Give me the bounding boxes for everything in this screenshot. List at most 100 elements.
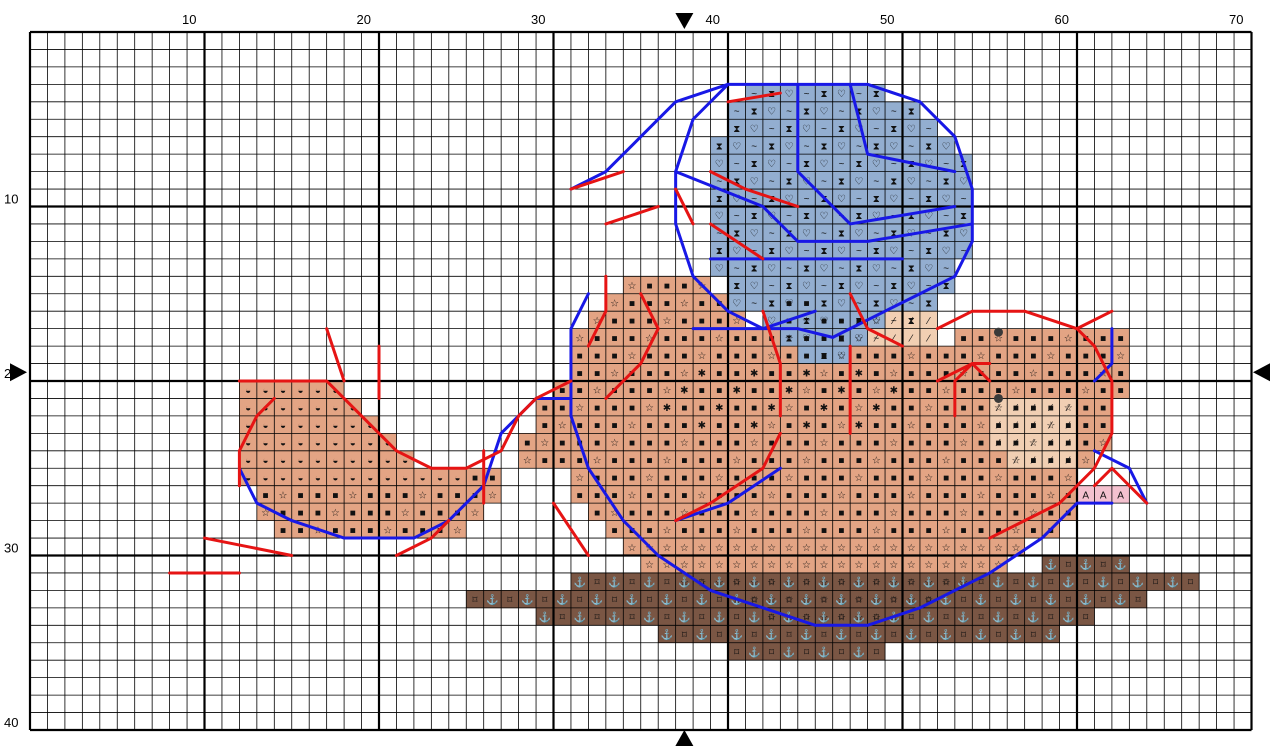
skin-cell <box>693 398 711 417</box>
skin-symbol: ☆ <box>785 333 794 344</box>
skin-cell <box>937 398 956 417</box>
blanket-cell <box>797 206 816 225</box>
snout-symbol: ⁄ <box>1030 456 1036 467</box>
ground-symbol: ⌑ <box>734 647 740 658</box>
blanket-symbol: ⧗ <box>925 194 932 205</box>
skin-cell <box>1042 468 1060 486</box>
skin-symbol: ■ <box>1100 333 1106 344</box>
skin-symbol: ■ <box>838 368 844 379</box>
skin-symbol: ■ <box>961 525 967 536</box>
skin-cell <box>850 503 868 521</box>
skin-cell <box>815 538 833 556</box>
ground-symbol: ⌑ <box>664 613 670 624</box>
ground-symbol: ⚓ <box>818 576 830 589</box>
skin-symbol: ☆ <box>540 438 549 449</box>
skin-symbol: ◒ <box>455 473 461 484</box>
skin-symbol: ☆ <box>837 543 846 554</box>
skin-symbol: ■ <box>315 508 321 519</box>
skin-symbol: ☆ <box>802 595 811 606</box>
skin-symbol: ■ <box>734 421 740 432</box>
blanket-symbol: ~ <box>786 211 792 222</box>
skin-symbol: ☆ <box>1116 351 1125 362</box>
skin-symbol: ◒ <box>385 456 391 467</box>
blanket-symbol: ⧗ <box>855 107 862 118</box>
ground-symbol: ⌑ <box>664 578 670 589</box>
skin-symbol: ■ <box>681 525 687 536</box>
snout-red <box>935 362 992 383</box>
skin-symbol: ☆ <box>715 543 724 554</box>
ground-symbol: ⚓ <box>626 593 638 606</box>
skin-cell <box>710 433 729 452</box>
skin-symbol: ■ <box>646 386 652 397</box>
skin-symbol: ■ <box>612 473 618 484</box>
skin-symbol: ■ <box>542 421 548 432</box>
skin-symbol: ☆ <box>924 543 933 554</box>
skin-cell <box>623 538 642 556</box>
skin-symbol: ■ <box>716 368 722 379</box>
skin-symbol: ☆ <box>802 578 811 589</box>
skin-symbol: ☆ <box>1081 456 1090 467</box>
skin-symbol: ■ <box>751 473 757 484</box>
skin-cell <box>954 415 973 434</box>
blanket-cell <box>850 171 868 190</box>
skin-cell <box>693 381 711 399</box>
ground-cell <box>919 572 938 591</box>
ground-symbol: ⚓ <box>992 611 1004 624</box>
skin-symbol: ■ <box>542 403 548 414</box>
skin-symbol: ■ <box>716 421 722 432</box>
skin-symbol: ■ <box>1083 368 1089 379</box>
skin-cell <box>553 381 572 399</box>
skin-symbol: ■ <box>943 473 949 484</box>
skin-cell <box>1094 415 1113 434</box>
ground-symbol: ⚓ <box>591 593 603 606</box>
blanket-symbol: ♡ <box>785 246 794 257</box>
skin-symbol: ☆ <box>907 421 916 432</box>
skin-symbol: ☆ <box>575 403 584 414</box>
skin-symbol: ■ <box>646 298 652 309</box>
blanket-symbol: ~ <box>804 246 810 257</box>
skin-cell <box>780 398 799 417</box>
skin-symbol: ■ <box>943 508 949 519</box>
ground-cell <box>623 590 642 609</box>
skin-symbol: ◒ <box>332 473 338 484</box>
skin-symbol: ■ <box>978 456 984 467</box>
ground-cell <box>832 590 851 609</box>
blanket-symbol: ~ <box>821 281 827 292</box>
skin-symbol: ■ <box>856 456 862 467</box>
ground-cell <box>1164 572 1182 591</box>
skin-cell <box>867 468 886 486</box>
blanket-symbol: ♡ <box>767 159 776 170</box>
ground-symbol: ⚓ <box>853 611 865 624</box>
skin-cell <box>780 485 799 504</box>
skin-cell <box>605 346 624 364</box>
skin-symbol: ☆ <box>802 386 811 397</box>
skin-cell <box>1007 363 1025 382</box>
ground-cell <box>1129 572 1148 591</box>
skin-symbol: ■ <box>821 351 827 362</box>
ground-cell <box>1059 607 1078 626</box>
blanket-cell <box>780 241 799 260</box>
skin-symbol: ☆ <box>942 456 951 467</box>
skin-symbol: ☆ <box>697 351 706 362</box>
ground-symbol: ⚓ <box>1079 558 1091 571</box>
skin-symbol: ☆ <box>872 578 881 589</box>
skin-cell <box>361 450 380 469</box>
ground-symbol: ⌑ <box>874 578 880 589</box>
skin-symbol: ■ <box>646 490 652 501</box>
skin-symbol: ☆ <box>924 595 933 606</box>
skin-symbol: ◒ <box>245 421 251 432</box>
row-label: 40 <box>4 715 18 730</box>
skin-cell <box>1077 346 1095 364</box>
snout-symbol: ⁄ <box>907 316 913 327</box>
skin-cell <box>867 363 886 382</box>
ground-symbol: ⚓ <box>1132 576 1144 589</box>
skin-symbol: ☆ <box>1029 368 1038 379</box>
blanket-symbol: ♡ <box>785 194 794 205</box>
skin-cell <box>885 555 903 574</box>
blanket-symbol: ♡ <box>837 246 846 257</box>
skin-cell <box>762 450 781 469</box>
ground-symbol: ⌑ <box>752 630 758 641</box>
blanket-cell <box>902 276 921 295</box>
blanket-red <box>674 187 695 226</box>
skin-symbol: ■ <box>926 525 932 536</box>
